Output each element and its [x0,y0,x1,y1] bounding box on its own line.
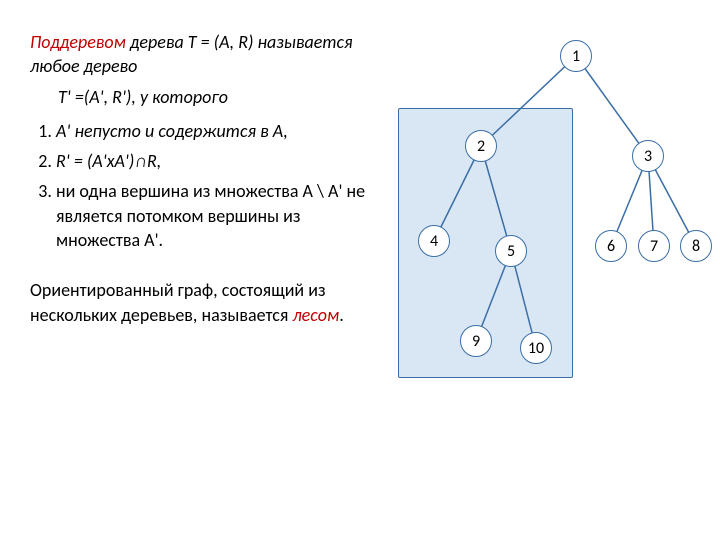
node-5: 5 [495,235,527,267]
edge-1-2 [481,56,576,146]
definition-text: Поддеревом дерева Т = (А, R) называется … [30,30,370,327]
node-8: 8 [680,230,712,262]
paragraph-1: Поддеревом дерева Т = (А, R) называется … [30,30,370,79]
node-2: 2 [465,130,497,162]
condition-1: А' непусто и содержится в A, [56,119,370,143]
node-6: 6 [595,230,627,262]
condition-2: R' = (A'xA')∩R, [56,149,370,173]
conditions-list: А' непусто и содержится в A, R' = (A'xA'… [38,119,370,252]
node-4: 4 [418,225,450,257]
paragraph-3: Ориентированный граф, состоящий из неско… [30,278,370,327]
tree-diagram: 1 2 3 4 5 678 9 10 [380,20,710,420]
edge-1-3 [576,56,648,156]
para3-b: . [339,304,344,326]
node-3: 3 [632,140,664,172]
node-10: 10 [520,332,552,364]
forest-word: лесом [293,304,340,326]
condition-3: ни одна вершина из множества А \ А' не я… [56,179,370,252]
highlight-subtree-word: Поддеревом [30,31,126,53]
node-9: 9 [460,325,492,357]
node-1: 1 [560,40,592,72]
paragraph-2: T' =(А', R'), у которого [58,85,370,109]
para3-a: Ориентированный граф, состоящий из неско… [30,279,326,325]
node-7: 7 [638,230,670,262]
